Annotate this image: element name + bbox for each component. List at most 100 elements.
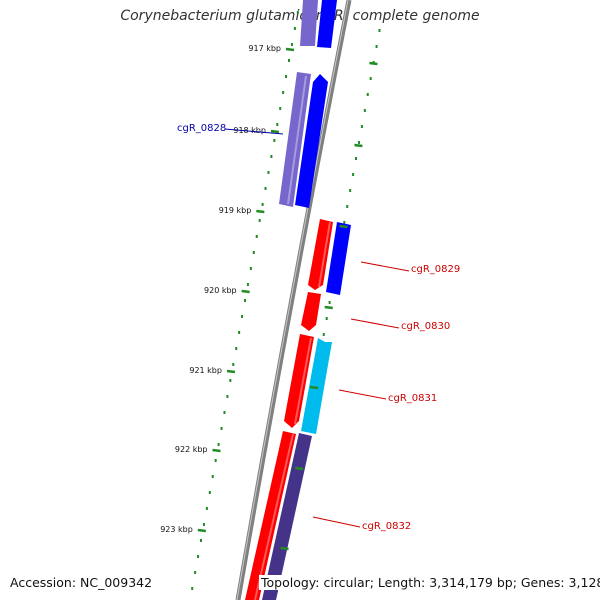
minor-tick-outer <box>325 317 328 320</box>
genome-backbone <box>235 0 352 600</box>
tick-label: 921 kbp <box>189 366 222 375</box>
major-tick <box>241 289 250 294</box>
minor-tick-inner <box>264 187 267 190</box>
minor-tick-inner <box>261 203 264 206</box>
topology-label: Topology: circular; Length: 3,314,179 bp… <box>259 575 600 590</box>
minor-tick-outer <box>360 125 363 128</box>
minor-tick-inner <box>229 379 232 382</box>
minor-tick-inner <box>211 475 214 478</box>
minor-tick-inner <box>285 75 288 78</box>
gene-label[interactable]: cgR_0832 <box>362 521 411 532</box>
gene-labels: cgR_0828 cgR_0829 cgR_0830 cgR_0831 cgR_0832 <box>177 123 460 532</box>
major-ticks <box>197 47 378 551</box>
minor-tick-inner <box>293 27 296 30</box>
major-tick-outer <box>295 466 304 471</box>
minor-tick-outer <box>328 301 331 304</box>
minor-tick-inner <box>252 251 255 254</box>
minor-tick-inner <box>202 523 205 526</box>
feature-blue-cgR_0829[interactable] <box>326 222 351 295</box>
minor-tick-inner <box>235 347 238 350</box>
feature-red-cgR_0831[interactable] <box>284 334 314 428</box>
feature-red-cgR_0829[interactable] <box>308 219 333 290</box>
minor-tick-inner <box>220 427 223 430</box>
tick-label: 922 kbp <box>175 445 208 454</box>
minor-tick-outer <box>352 173 355 176</box>
minor-tick-outer <box>357 141 360 144</box>
minor-tick-outer <box>355 157 358 160</box>
minor-tick-inner <box>270 155 273 158</box>
map-title: Corynebacterium glutamicum R, complete g… <box>120 8 480 24</box>
gene-leader-line <box>224 128 284 135</box>
major-tick <box>212 448 221 453</box>
minor-tick-inner <box>208 491 211 494</box>
major-tick <box>197 528 206 533</box>
feature-red-cgR_0832[interactable] <box>245 431 296 600</box>
minor-tick-inner <box>258 219 261 222</box>
major-tick-outer <box>309 385 319 390</box>
feature-cyan-cgR_0831[interactable] <box>301 338 332 434</box>
minor-tick-inner <box>191 587 194 590</box>
major-tick-outer <box>324 305 333 310</box>
minor-tick-outer <box>343 221 346 224</box>
feature-track-right <box>262 0 351 600</box>
minor-tick-outer <box>349 189 352 192</box>
feature-red-cgR_0830[interactable] <box>301 292 321 331</box>
minor-tick-outer <box>369 77 372 80</box>
minor-tick-inner <box>255 235 258 238</box>
minor-tick-inner <box>273 139 276 142</box>
minor-tick-inner <box>288 59 290 62</box>
tick-label: 923 kbp <box>160 525 193 534</box>
minor-tick-inner <box>214 459 217 462</box>
minor-tick-inner <box>290 43 293 46</box>
minor-tick-inner <box>282 91 285 94</box>
minor-tick-inner <box>244 299 246 302</box>
minor-tick-outer <box>363 109 366 112</box>
minor-tick-inner <box>296 11 299 14</box>
minor-tick-outer <box>322 333 325 336</box>
minor-tick-inner <box>267 171 270 174</box>
tick-label: 918 kbp <box>233 126 266 135</box>
minor-tick-outer <box>375 45 378 48</box>
feature-track-left <box>245 0 333 600</box>
major-tick-outer <box>354 143 363 148</box>
feature-blue-cgR_0828[interactable] <box>295 74 328 208</box>
minor-tick-outer <box>346 205 349 208</box>
accession-label: Accession: NC_009342 <box>8 575 155 590</box>
minor-tick-inner <box>217 443 220 446</box>
minor-tick-inner <box>205 507 208 510</box>
gene-leader-line <box>312 516 361 528</box>
gene-label[interactable]: cgR_0831 <box>388 393 437 404</box>
gene-leader-line <box>338 389 387 400</box>
minor-tick-inner <box>246 283 249 286</box>
minor-tick-inner <box>226 395 229 398</box>
feature-purple-top[interactable] <box>300 0 318 46</box>
minor-tick-inner <box>197 555 200 558</box>
major-tick <box>226 369 236 374</box>
minor-tick-outer <box>366 93 369 96</box>
feature-darkpurple-cgR_0832[interactable] <box>262 433 312 600</box>
feature-blue-top[interactable] <box>317 0 337 48</box>
minor-tick-inner <box>238 331 241 334</box>
feature-purple-cgR_0828[interactable] <box>279 72 311 207</box>
gene-label[interactable]: cgR_0828 <box>177 123 226 134</box>
major-tick-outer <box>339 224 348 229</box>
tick-label: 917 kbp <box>248 44 281 53</box>
minor-tick-inner <box>232 363 235 366</box>
gene-label[interactable]: cgR_0830 <box>401 321 450 332</box>
feature-highlights <box>254 75 331 600</box>
gene-label[interactable]: cgR_0829 <box>411 264 460 275</box>
tick-labels: 917 kbp 918 kbp 919 kbp 920 kbp 921 kbp 922 k… <box>160 44 281 534</box>
gene-leader-line <box>360 261 410 272</box>
minor-tick-inner <box>223 411 226 414</box>
genome-backbone-highlight <box>236 0 349 600</box>
minor-tick-inner <box>241 315 244 318</box>
major-tick-outer <box>369 61 378 66</box>
major-tick-outer <box>280 546 289 551</box>
minor-tick-outer <box>378 29 381 32</box>
minor-tick-inner <box>276 123 279 126</box>
gene-leader-line <box>350 318 400 329</box>
minor-tick-inner <box>279 107 282 110</box>
minor-tick-inner <box>194 571 197 574</box>
minor-tick-inner <box>249 267 252 270</box>
